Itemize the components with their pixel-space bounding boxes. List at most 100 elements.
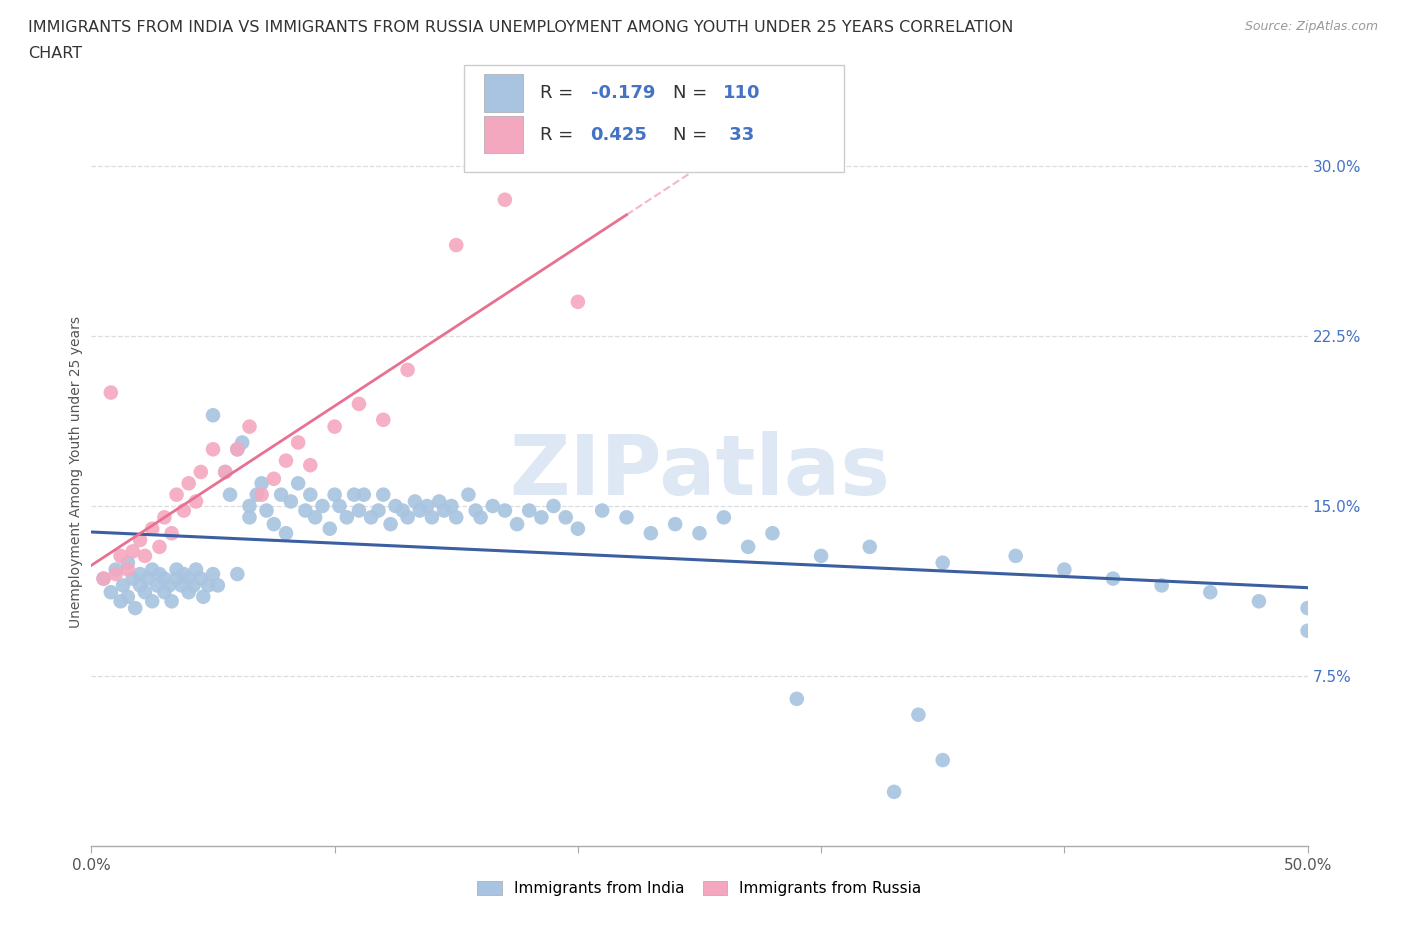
Point bbox=[177, 571, 200, 586]
Point bbox=[786, 691, 808, 706]
Point bbox=[136, 571, 159, 586]
Point bbox=[416, 498, 439, 513]
Point bbox=[347, 503, 370, 518]
Point bbox=[567, 295, 589, 310]
Point bbox=[543, 498, 565, 513]
Point bbox=[360, 510, 382, 525]
Point bbox=[153, 585, 176, 600]
Point bbox=[129, 578, 152, 592]
Point bbox=[336, 510, 359, 525]
Point bbox=[160, 594, 183, 609]
Point bbox=[427, 494, 450, 509]
Text: 0.425: 0.425 bbox=[591, 126, 647, 144]
Point bbox=[409, 503, 432, 518]
Point bbox=[270, 487, 292, 502]
Point bbox=[883, 784, 905, 799]
Point bbox=[1150, 578, 1173, 592]
Point bbox=[616, 510, 638, 525]
Point bbox=[110, 549, 132, 564]
Point bbox=[238, 498, 260, 513]
Text: R =: R = bbox=[540, 84, 579, 102]
Point bbox=[294, 503, 316, 518]
Point bbox=[396, 363, 419, 378]
Point bbox=[554, 510, 576, 525]
Point bbox=[591, 503, 613, 518]
Point bbox=[100, 585, 122, 600]
Point bbox=[1004, 549, 1026, 564]
Point bbox=[464, 503, 486, 518]
Point bbox=[420, 510, 443, 525]
Point bbox=[183, 578, 205, 592]
Point bbox=[1199, 585, 1222, 600]
Point bbox=[931, 752, 953, 767]
Text: ZIPatlas: ZIPatlas bbox=[509, 432, 890, 512]
Point bbox=[117, 555, 139, 570]
Point bbox=[274, 525, 297, 540]
Point bbox=[193, 590, 215, 604]
Point bbox=[347, 396, 370, 411]
Point bbox=[263, 517, 285, 532]
Point bbox=[160, 525, 183, 540]
Point bbox=[1053, 562, 1076, 577]
Point bbox=[197, 578, 219, 592]
Point bbox=[530, 510, 553, 525]
Point bbox=[250, 476, 273, 491]
Point bbox=[380, 517, 402, 532]
Point bbox=[319, 521, 342, 536]
Point bbox=[93, 571, 115, 586]
Point bbox=[481, 498, 503, 513]
Text: CHART: CHART bbox=[28, 46, 82, 61]
Point bbox=[202, 566, 225, 581]
Point bbox=[274, 453, 297, 468]
Point bbox=[166, 487, 188, 502]
Point bbox=[226, 442, 249, 457]
Point bbox=[104, 562, 127, 577]
Point bbox=[640, 525, 662, 540]
Point bbox=[177, 585, 200, 600]
Text: Source: ZipAtlas.com: Source: ZipAtlas.com bbox=[1244, 20, 1378, 33]
Point bbox=[287, 435, 309, 450]
Point bbox=[146, 578, 169, 592]
Point bbox=[304, 510, 326, 525]
Point bbox=[153, 571, 176, 586]
Point bbox=[190, 571, 212, 586]
Text: 33: 33 bbox=[723, 126, 754, 144]
Point bbox=[124, 601, 146, 616]
Point bbox=[299, 458, 322, 472]
Point bbox=[404, 494, 426, 509]
Point bbox=[323, 419, 346, 434]
Point bbox=[166, 571, 188, 586]
Point bbox=[110, 594, 132, 609]
Point bbox=[299, 487, 322, 502]
Point bbox=[214, 464, 236, 480]
Point bbox=[121, 571, 143, 586]
Point bbox=[688, 525, 710, 540]
Point bbox=[433, 503, 456, 518]
Point bbox=[328, 498, 350, 513]
Point bbox=[457, 487, 479, 502]
Point bbox=[177, 476, 200, 491]
Text: N =: N = bbox=[673, 126, 713, 144]
Point bbox=[810, 549, 832, 564]
Point bbox=[287, 476, 309, 491]
Point bbox=[100, 385, 122, 400]
Legend: Immigrants from India, Immigrants from Russia: Immigrants from India, Immigrants from R… bbox=[471, 874, 928, 902]
Point bbox=[256, 503, 278, 518]
Point bbox=[444, 238, 467, 253]
Text: IMMIGRANTS FROM INDIA VS IMMIGRANTS FROM RUSSIA UNEMPLOYMENT AMONG YOUTH UNDER 2: IMMIGRANTS FROM INDIA VS IMMIGRANTS FROM… bbox=[28, 20, 1014, 35]
Point bbox=[226, 566, 249, 581]
Point bbox=[373, 487, 395, 502]
Point bbox=[517, 503, 540, 518]
Point bbox=[134, 549, 156, 564]
Point bbox=[121, 544, 143, 559]
Point bbox=[141, 521, 163, 536]
Point bbox=[207, 578, 229, 592]
Point bbox=[343, 487, 366, 502]
Point bbox=[440, 498, 463, 513]
Point bbox=[184, 562, 207, 577]
Point bbox=[263, 472, 285, 486]
Point bbox=[250, 487, 273, 502]
Point bbox=[323, 487, 346, 502]
Point bbox=[567, 521, 589, 536]
Point bbox=[1102, 571, 1125, 586]
